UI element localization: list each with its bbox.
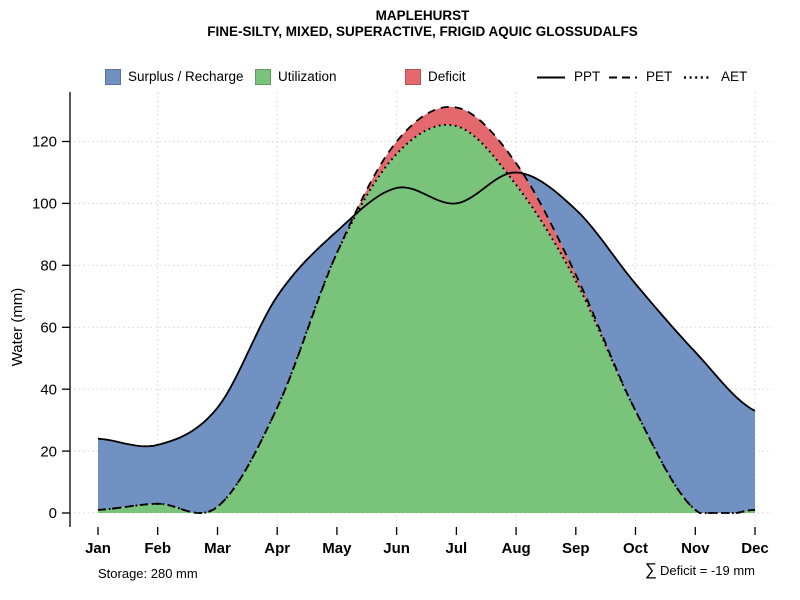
deficit-swatch [405,68,421,85]
chart-title: MAPLEHURST [375,8,470,23]
x-tick-label: Dec [741,540,769,557]
y-axis-title: Water (mm) [9,288,26,367]
deficit-sum-note: ∑ Deficit = -19 mm [645,560,755,580]
y-tick-label: 80 [40,258,57,275]
ppt-line [97,171,756,448]
x-tick-label: Apr [264,540,290,557]
x-tick-label: May [322,540,352,557]
x-tick-label: Nov [681,540,710,557]
utilization-area [98,124,755,514]
legend-item-aet: AET [683,68,747,85]
legend-item-ppt: PPT [536,68,600,85]
x-tick-label: Mar [204,540,231,557]
pet-line [97,106,756,514]
y-tick-label: 20 [40,443,57,460]
legend-item-pet: PET [608,68,672,85]
y-tick-label: 0 [49,505,57,522]
x-axis: Jan Feb Mar Apr May Jun Jul Aug Sep Oct Nov Dec [85,527,769,557]
x-tick-label: Sep [562,540,590,557]
x-tick-label: Feb [144,540,171,557]
chart-header: MAPLEHURST FINE-SILTY, MIXED, SUPERACTIV… [50,8,795,40]
surplus-swatch [105,68,121,85]
legend-item-deficit: Deficit [405,68,466,85]
y-tick-label: 60 [40,320,57,337]
aet-label: AET [721,69,748,84]
surplus-area [98,106,755,514]
pet-line-sample [609,76,637,78]
y-tick-label: 100 [32,196,57,213]
legend-item-surplus: Surplus / Recharge [105,68,244,85]
x-tick-label: Jun [383,540,410,557]
surplus-label: Surplus / Recharge [128,69,244,84]
sigma-symbol: ∑ [644,560,657,579]
y-tick-label: 40 [40,381,57,398]
y-axis: 0 20 40 60 80 100 120 [32,92,71,527]
y-tick-label: 120 [32,134,57,151]
x-tick-label: Jul [446,540,468,557]
deficit-sum-text: Deficit = -19 mm [660,563,755,578]
x-tick-label: Jan [85,540,111,557]
utilization-swatch [255,68,271,85]
ppt-label: PPT [574,69,601,84]
legend-item-utilization: Utilization [255,68,337,85]
x-tick-label: Aug [502,540,531,557]
ppt-line-sample [537,76,565,78]
chart-subtitle: FINE-SILTY, MIXED, SUPERACTIVE, FRIGID A… [207,24,638,39]
x-tick-label: Oct [623,540,648,557]
pet-label: PET [646,69,673,84]
utilization-label: Utilization [278,69,337,84]
deficit-label: Deficit [428,69,466,84]
aet-line-sample [684,75,712,79]
storage-note: Storage: 280 mm [98,566,198,581]
